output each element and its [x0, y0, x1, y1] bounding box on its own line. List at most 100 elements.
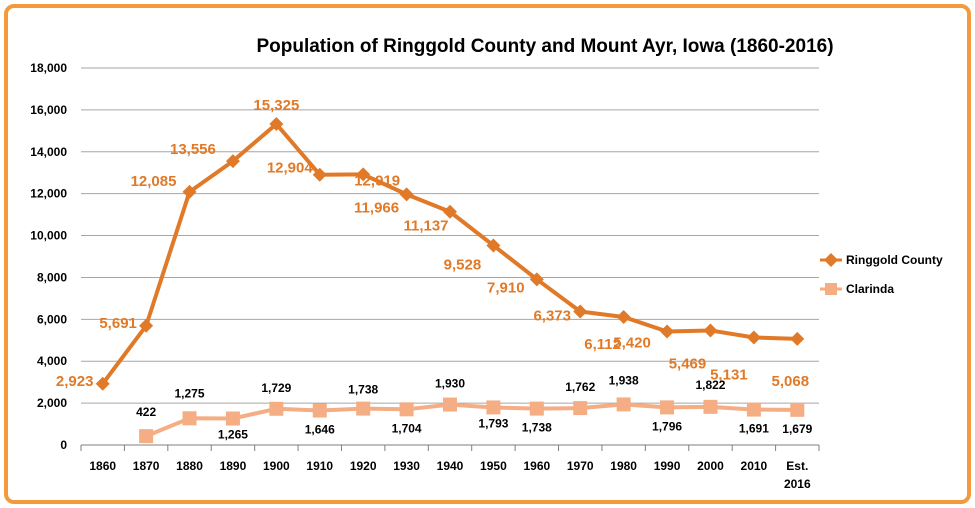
data-point-diamond: [182, 184, 197, 199]
legend-label-ringgold: Ringgold County: [846, 253, 943, 267]
gridlines: [81, 67, 819, 446]
data-point-diamond: [486, 238, 501, 253]
data-label-clarinda: 1,738: [348, 383, 378, 397]
data-label-ringgold: 5,068: [772, 373, 810, 390]
data-label-ringgold: 2,923: [56, 373, 94, 390]
data-label-clarinda: 1,938: [609, 373, 639, 387]
data-point-diamond: [790, 331, 805, 346]
data-point-square: [660, 400, 675, 415]
x-tick-label: 1990: [654, 459, 681, 473]
x-tick-label: 1870: [133, 459, 160, 473]
x-tick-label: 2010: [741, 459, 768, 473]
y-tick-label: 10,000: [30, 229, 67, 243]
data-point-square: [486, 400, 501, 415]
data-label-ringgold: 5,691: [99, 315, 137, 332]
data-label-ringgold: 5,469: [669, 355, 707, 372]
y-tick-label: 4,000: [37, 354, 67, 368]
y-tick-label: 18,000: [30, 61, 67, 75]
x-tick-label: 1880: [176, 459, 203, 473]
x-tick-label: 1910: [306, 459, 333, 473]
data-point-square: [225, 411, 240, 426]
data-point-square: [312, 403, 327, 418]
x-tick-label: Est.: [786, 459, 808, 473]
y-tick-label: 16,000: [30, 103, 67, 117]
data-point-square: [616, 397, 631, 412]
data-point-square: [703, 399, 718, 414]
data-label-clarinda: 1,930: [435, 377, 465, 391]
y-tick-label: 0: [60, 438, 67, 452]
data-point-square: [269, 401, 284, 416]
data-point-diamond: [529, 272, 544, 287]
data-label-ringgold: 9,528: [444, 256, 482, 273]
data-label-clarinda: 1,691: [739, 422, 769, 436]
data-point-square: [399, 402, 414, 417]
data-point-square: [182, 411, 197, 426]
x-tick-label: 1860: [89, 459, 116, 473]
legend-marker-clarinda: [825, 283, 837, 295]
data-point-diamond: [660, 324, 675, 339]
chart-title: Population of Ringgold County and Mount …: [256, 36, 833, 57]
data-point-diamond: [269, 117, 284, 132]
x-tick-label: 1900: [263, 459, 290, 473]
x-tick-label: 1980: [610, 459, 637, 473]
data-label-clarinda: 1,679: [782, 422, 812, 436]
y-tick-label: 8,000: [37, 270, 67, 284]
data-point-diamond: [443, 204, 457, 219]
data-label-ringgold: 6,112: [584, 336, 621, 353]
data-point-square: [356, 401, 371, 416]
data-label-clarinda: 1,796: [652, 419, 682, 433]
data-label-ringgold: 6,373: [533, 308, 571, 325]
data-label-clarinda: 1,646: [305, 423, 335, 437]
y-axis-ticks: 0 2,000 4,000 6,000 8,000 10,000 12,000 14,000 1…: [30, 61, 67, 452]
data-point-square: [573, 401, 588, 416]
data-label-clarinda: 1,822: [695, 378, 725, 392]
data-label-clarinda: 1,275: [175, 386, 205, 400]
x-tick-label: 2016: [784, 477, 811, 491]
legend-label-clarinda: Clarinda: [846, 282, 894, 296]
y-tick-label: 2,000: [37, 396, 67, 410]
x-tick-label: 1970: [567, 459, 594, 473]
data-label-clarinda: 1,738: [522, 421, 552, 435]
data-point-diamond: [746, 330, 761, 345]
y-tick-label: 12,000: [30, 187, 67, 201]
data-label-ringgold: 5,131: [710, 367, 748, 384]
data-point-diamond: [312, 167, 327, 182]
data-label-ringgold: 11,966: [354, 199, 399, 216]
data-point-diamond: [703, 323, 718, 338]
data-label-clarinda: 1,265: [218, 428, 248, 442]
chart-frame: [4, 4, 971, 504]
data-point-diamond: [399, 187, 414, 202]
data-point-square: [139, 429, 154, 444]
data-point-diamond: [573, 304, 588, 319]
series-line-1: [145, 402, 798, 439]
data-point-diamond: [95, 376, 110, 391]
data-label-ringgold: 12,904: [267, 160, 314, 177]
data-label-ringgold: 7,910: [487, 279, 525, 296]
data-point-diamond: [139, 318, 154, 333]
data-label-ringgold: 11,137: [403, 218, 448, 235]
data-labels: 2,923 5,691 12,085 13,556 15,325 12,904 12,919…: [56, 97, 813, 441]
data-label-clarinda: 1,704: [392, 421, 422, 435]
legend-marker-ringgold: [824, 253, 838, 267]
series-line-0: [101, 122, 798, 385]
x-tick-label: 1950: [480, 459, 507, 473]
data-point-diamond: [225, 154, 240, 169]
data-point-square: [790, 402, 805, 417]
data-label-clarinda: 1,729: [261, 381, 291, 395]
series-markers: [95, 117, 805, 444]
data-point-square: [443, 397, 457, 412]
y-tick-label: 6,000: [37, 312, 67, 326]
x-tick-label: 2000: [697, 459, 724, 473]
data-point-square: [529, 401, 544, 416]
data-label-ringgold: 13,556: [170, 141, 216, 158]
data-label-clarinda: 1,793: [478, 416, 508, 430]
data-label-ringgold: 12,085: [131, 173, 177, 190]
data-label-ringgold: 12,919: [354, 172, 400, 189]
x-tick-label: 1960: [523, 459, 550, 473]
data-label-clarinda: 1,762: [565, 380, 595, 394]
data-label-clarinda: 422: [136, 405, 156, 419]
x-tick-label: 1930: [393, 459, 420, 473]
data-label-ringgold: 15,325: [253, 97, 299, 114]
data-label-ringgold: 5,420: [613, 334, 651, 351]
